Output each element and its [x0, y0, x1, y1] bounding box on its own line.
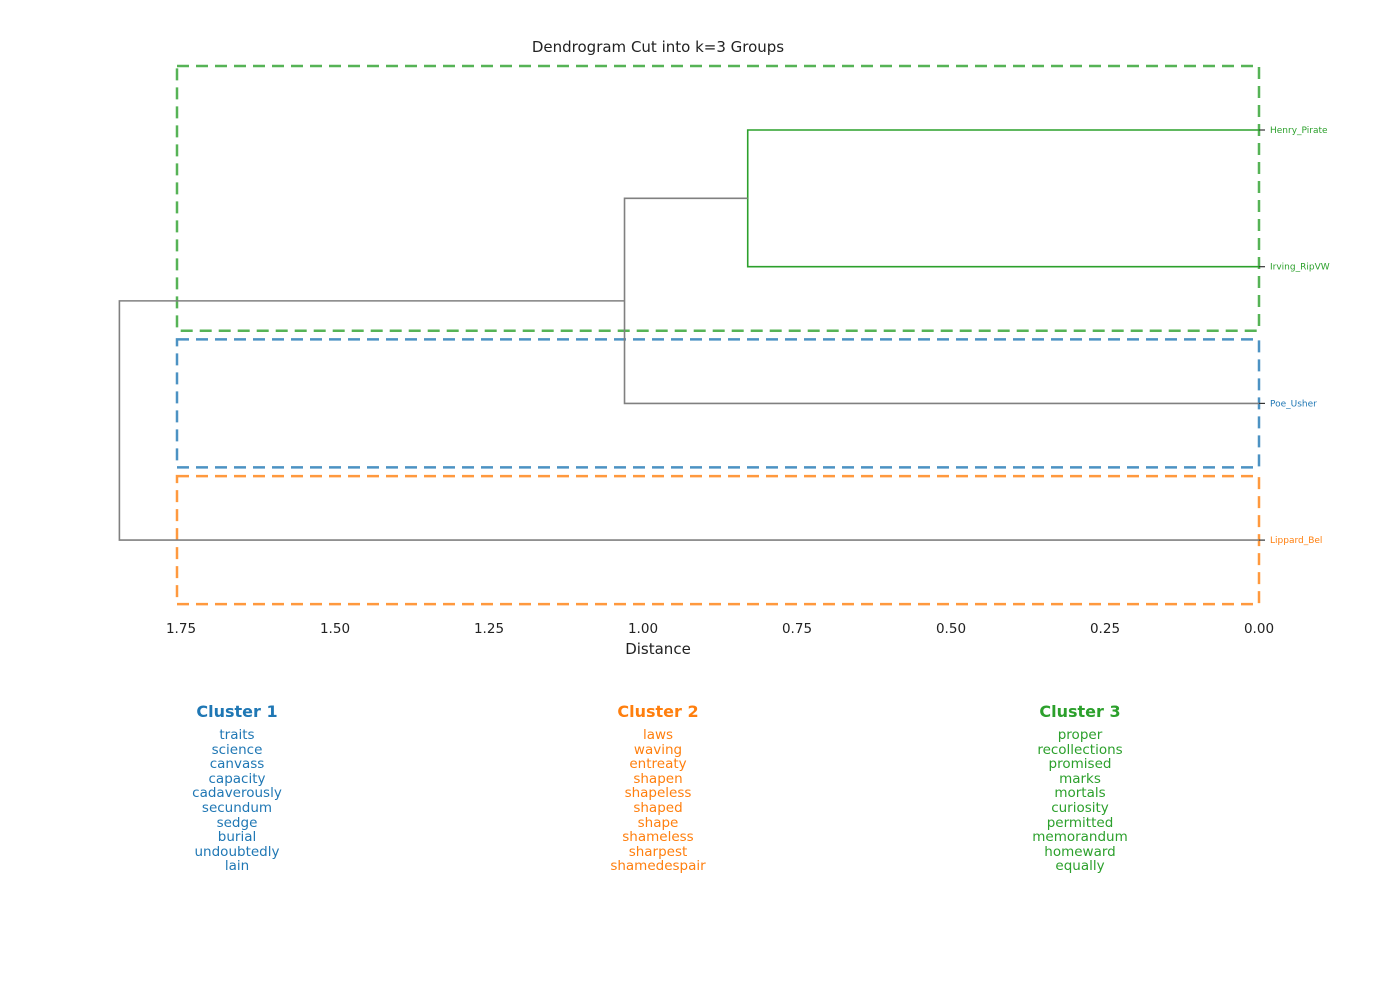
cluster-word: curiosity — [1051, 799, 1109, 816]
cluster-word: cadaverously — [192, 785, 282, 802]
x-tick-label: 1.75 — [166, 621, 196, 637]
cluster-word: shapeless — [624, 785, 692, 802]
cluster-word: permitted — [1046, 814, 1114, 831]
cluster-word: homeward — [1044, 843, 1116, 860]
cluster-word: lain — [224, 858, 250, 875]
x-tick-label: 0.75 — [782, 621, 812, 637]
x-tick-label: 0.50 — [936, 621, 966, 637]
x-tick-label: 0.00 — [1244, 621, 1274, 637]
dendrogram-link — [746, 129, 1259, 268]
cluster-word: laws — [642, 727, 674, 743]
cluster-word: secundum — [201, 799, 273, 816]
dendrogram-link — [118, 300, 1259, 541]
leaf-label: Poe_Usher — [1270, 399, 1317, 409]
cluster-word: memorandum — [1032, 829, 1128, 846]
cluster-panel-3: Cluster 3 proper recollections promised mar… — [960, 700, 1200, 874]
leaf-label: Irving_RipVW — [1270, 263, 1330, 273]
x-axis-label: Distance — [625, 640, 691, 658]
cluster-word: shapen — [633, 770, 683, 787]
x-tick-label: 1.25 — [474, 621, 504, 637]
cluster-word: waving — [633, 741, 683, 758]
cluster-word: shameless — [622, 829, 694, 846]
cluster-word: shape — [637, 814, 679, 831]
cluster-word: sharpest — [628, 843, 688, 860]
cluster-word-list: proper recollections promised marks mortals c… — [960, 728, 1200, 874]
cluster-word: recollections — [1037, 741, 1123, 758]
cluster-title: Cluster 3 — [1039, 702, 1121, 721]
x-tick-label: 1.00 — [628, 621, 658, 637]
cluster-panel-2: Cluster 2 laws waving entreaty shapen shapel… — [538, 700, 778, 874]
cluster-word: shamedespair — [610, 858, 706, 875]
cluster-word: marks — [1059, 770, 1101, 787]
cluster-title: Cluster 1 — [196, 702, 278, 721]
cluster-word: promised — [1048, 756, 1112, 773]
x-tick-label: 0.25 — [1090, 621, 1120, 637]
cluster-word-list: laws waving entreaty shapen shapeless shaped s… — [538, 728, 778, 874]
cluster-word: undoubtedly — [194, 843, 280, 860]
cluster-word-list: traits science canvass capacity cadaverously… — [117, 728, 357, 874]
cluster-panel-1: Cluster 1 traits science canvass capacity ca… — [117, 700, 357, 874]
cluster-word: canvass — [209, 756, 265, 773]
cluster-word: science — [211, 741, 263, 758]
x-tick-label: 1.50 — [320, 621, 350, 637]
dendrogram-link — [623, 197, 1259, 405]
cluster-word: equally — [1055, 858, 1105, 875]
cluster-word: traits — [219, 727, 255, 743]
cluster-title: Cluster 2 — [617, 702, 699, 721]
cluster-word: sedge — [216, 814, 258, 831]
cluster-word: capacity — [208, 770, 266, 787]
cluster-word: burial — [217, 829, 257, 846]
leaf-label: Lippard_Bel — [1270, 536, 1322, 546]
cluster-cut-box — [175, 64, 1261, 332]
chart-title: Dendrogram Cut into k=3 Groups — [532, 38, 784, 56]
cluster-word: mortals — [1054, 785, 1106, 802]
cluster-word: entreaty — [629, 756, 687, 773]
leaf-label: Henry_Pirate — [1270, 126, 1328, 136]
cluster-word: proper — [1057, 727, 1103, 743]
cluster-word: shaped — [633, 799, 683, 816]
